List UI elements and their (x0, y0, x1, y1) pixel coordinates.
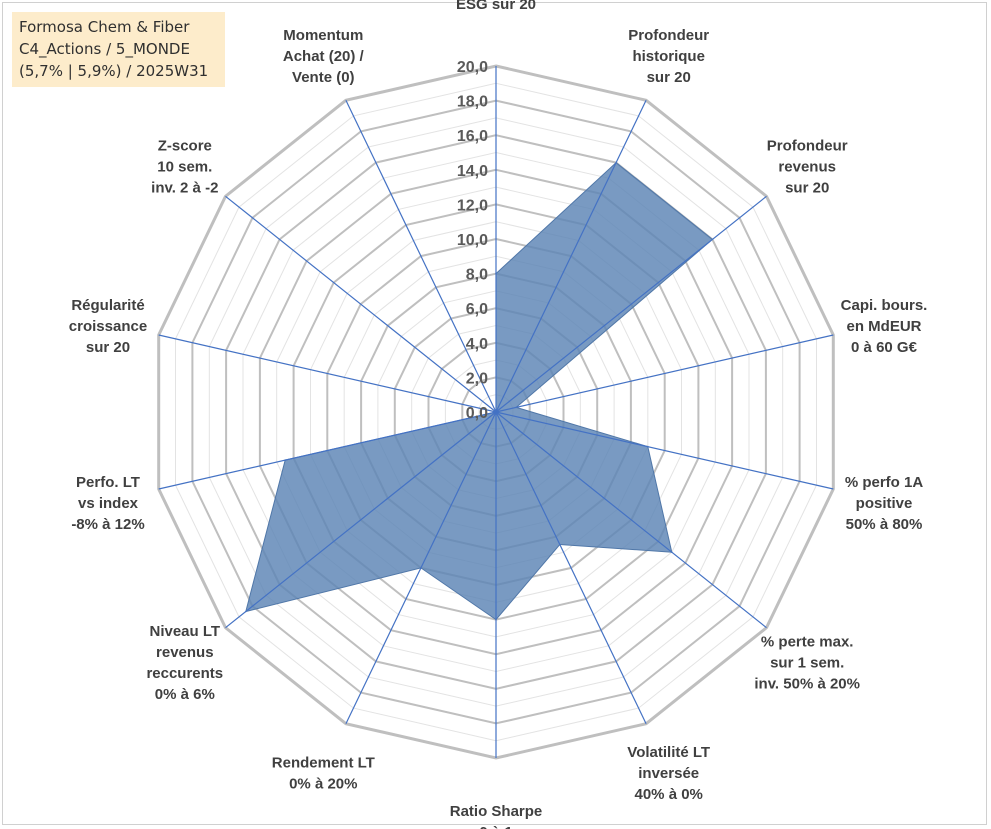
axis-label: Capi. bours. en MdEUR 0 à 60 G€ (841, 297, 928, 356)
axis-label-line: Perfo. LT (76, 474, 140, 491)
axis-spoke (225, 195, 497, 413)
axis-label-line: 0% à 6% (155, 686, 215, 703)
axis-spoke (495, 100, 647, 413)
axis-label-line: positive (856, 495, 913, 512)
title-line-company: Formosa Chem & Fiber (19, 18, 190, 36)
title-line-details: (5,7% | 5,9%) / 2025W31 (19, 62, 209, 80)
tick-label: 6,0 (466, 301, 488, 318)
axis-label-line: Niveau LT (150, 623, 221, 640)
tick-label: 16,0 (457, 128, 488, 145)
axis-label-line: Profondeur (767, 137, 848, 154)
axis-label-line: croissance (69, 318, 147, 335)
axis-label: Profondeur historique sur 20 (628, 27, 709, 86)
axis-spoke (495, 411, 767, 629)
axis-spoke (345, 411, 497, 724)
tick-label: 2,0 (466, 370, 488, 387)
axis-spoke (495, 411, 834, 490)
axis-spoke (495, 195, 767, 413)
axis-spoke (495, 334, 834, 413)
axis-label-line: en MdEUR (847, 318, 922, 335)
axis-label: % perfo 1A positive 50% à 80% (845, 474, 924, 533)
axis-spoke (495, 411, 647, 724)
axis-spoke (225, 411, 497, 629)
axis-label-line: Achat (20) / (283, 48, 365, 65)
axis-label-line: 10 sem. (157, 158, 212, 175)
tick-label: 12,0 (457, 197, 488, 214)
axis-label-line: inv. 2 à -2 (151, 179, 218, 196)
axis-labels: NoteESG sur 20 Profondeur historique sur 20… (69, 0, 928, 829)
spokes (158, 66, 834, 758)
axis-label-line: Rendement LT (272, 755, 375, 772)
chart-title-box: Formosa Chem & Fiber C4_Actions / 5_MOND… (12, 12, 225, 87)
axis-label-line: 0% à 20% (289, 776, 357, 793)
axis-spoke (345, 100, 497, 413)
axis-label-line: Ratio Sharpe (450, 803, 543, 820)
axis-label: Profondeur revenus sur 20 (767, 137, 848, 196)
axis-label-line: % perte max. (761, 634, 854, 651)
axis-label-line: 0 à 1 (479, 824, 512, 829)
axis-label-line: Volatilité LT (627, 744, 710, 761)
axis-label-line: revenus (778, 158, 836, 175)
axis-label: Ratio Sharpe 0 à 1 (450, 803, 543, 829)
axis-label-line: inversée (638, 765, 699, 782)
axis-label-line: reccurents (146, 665, 223, 682)
tick-label: 20,0 (457, 59, 488, 76)
axis-label-line: 40% à 0% (635, 786, 703, 803)
axis-label-line: % perfo 1A (845, 474, 924, 491)
axis-label: NoteESG sur 20 (456, 0, 536, 13)
axis-label-line: ESG sur 20 (456, 0, 536, 13)
axis-spoke (158, 411, 497, 490)
axis-label: Niveau LT revenus reccurents 0% à 6% (146, 623, 223, 703)
axis-label-line: inv. 50% à 20% (754, 676, 860, 693)
axis-label-line: 0 à 60 G€ (851, 339, 918, 356)
axis-label-line: Capi. bours. (841, 297, 928, 314)
axis-label-line: Momentum (283, 27, 363, 44)
axis-label-line: Z-score (158, 137, 212, 154)
title-line-category: C4_Actions / 5_MONDE (19, 40, 190, 58)
axis-label: % perte max. sur 1 sem. inv. 50% à 20% (754, 634, 860, 693)
axis-label-line: Profondeur (628, 27, 709, 44)
axis-spoke (158, 334, 497, 413)
axis-label-line: -8% à 12% (71, 516, 144, 533)
axis-label: Z-score 10 sem. inv. 2 à -2 (151, 137, 218, 196)
tick-labels: 0,0 2,0 4,0 6,0 8,0 10,0 12,0 14,0 16,0 18,0 20,0 (457, 59, 488, 422)
axis-label: Rendement LT 0% à 20% (272, 755, 375, 793)
axis-label-line: Vente (0) (292, 69, 355, 86)
axis-label-line: revenus (156, 644, 214, 661)
axis-label-line: sur 1 sem. (770, 655, 844, 672)
axis-label: Volatilité LT inversée 40% à 0% (627, 744, 710, 803)
tick-label: 0,0 (466, 405, 488, 422)
tick-label: 14,0 (457, 163, 488, 180)
axis-label: Momentum Achat (20) / Vente (0) (283, 27, 365, 86)
tick-label: 4,0 (466, 336, 488, 353)
axis-label: Régularité croissance sur 20 (69, 297, 147, 356)
tick-label: 18,0 (457, 94, 488, 111)
axis-label-line: Régularité (71, 297, 144, 314)
tick-label: 10,0 (457, 232, 488, 249)
tick-label: 8,0 (466, 267, 488, 284)
axis-label-line: sur 20 (86, 339, 130, 356)
axis-label-line: 50% à 80% (846, 516, 923, 533)
series-layer (245, 161, 714, 621)
axis-label-line: vs index (78, 495, 139, 512)
axis-label-line: sur 20 (647, 69, 691, 86)
axis-label: Perfo. LT vs index -8% à 12% (71, 474, 144, 533)
axis-label-line: sur 20 (785, 179, 829, 196)
axis-label-line: historique (632, 48, 705, 65)
